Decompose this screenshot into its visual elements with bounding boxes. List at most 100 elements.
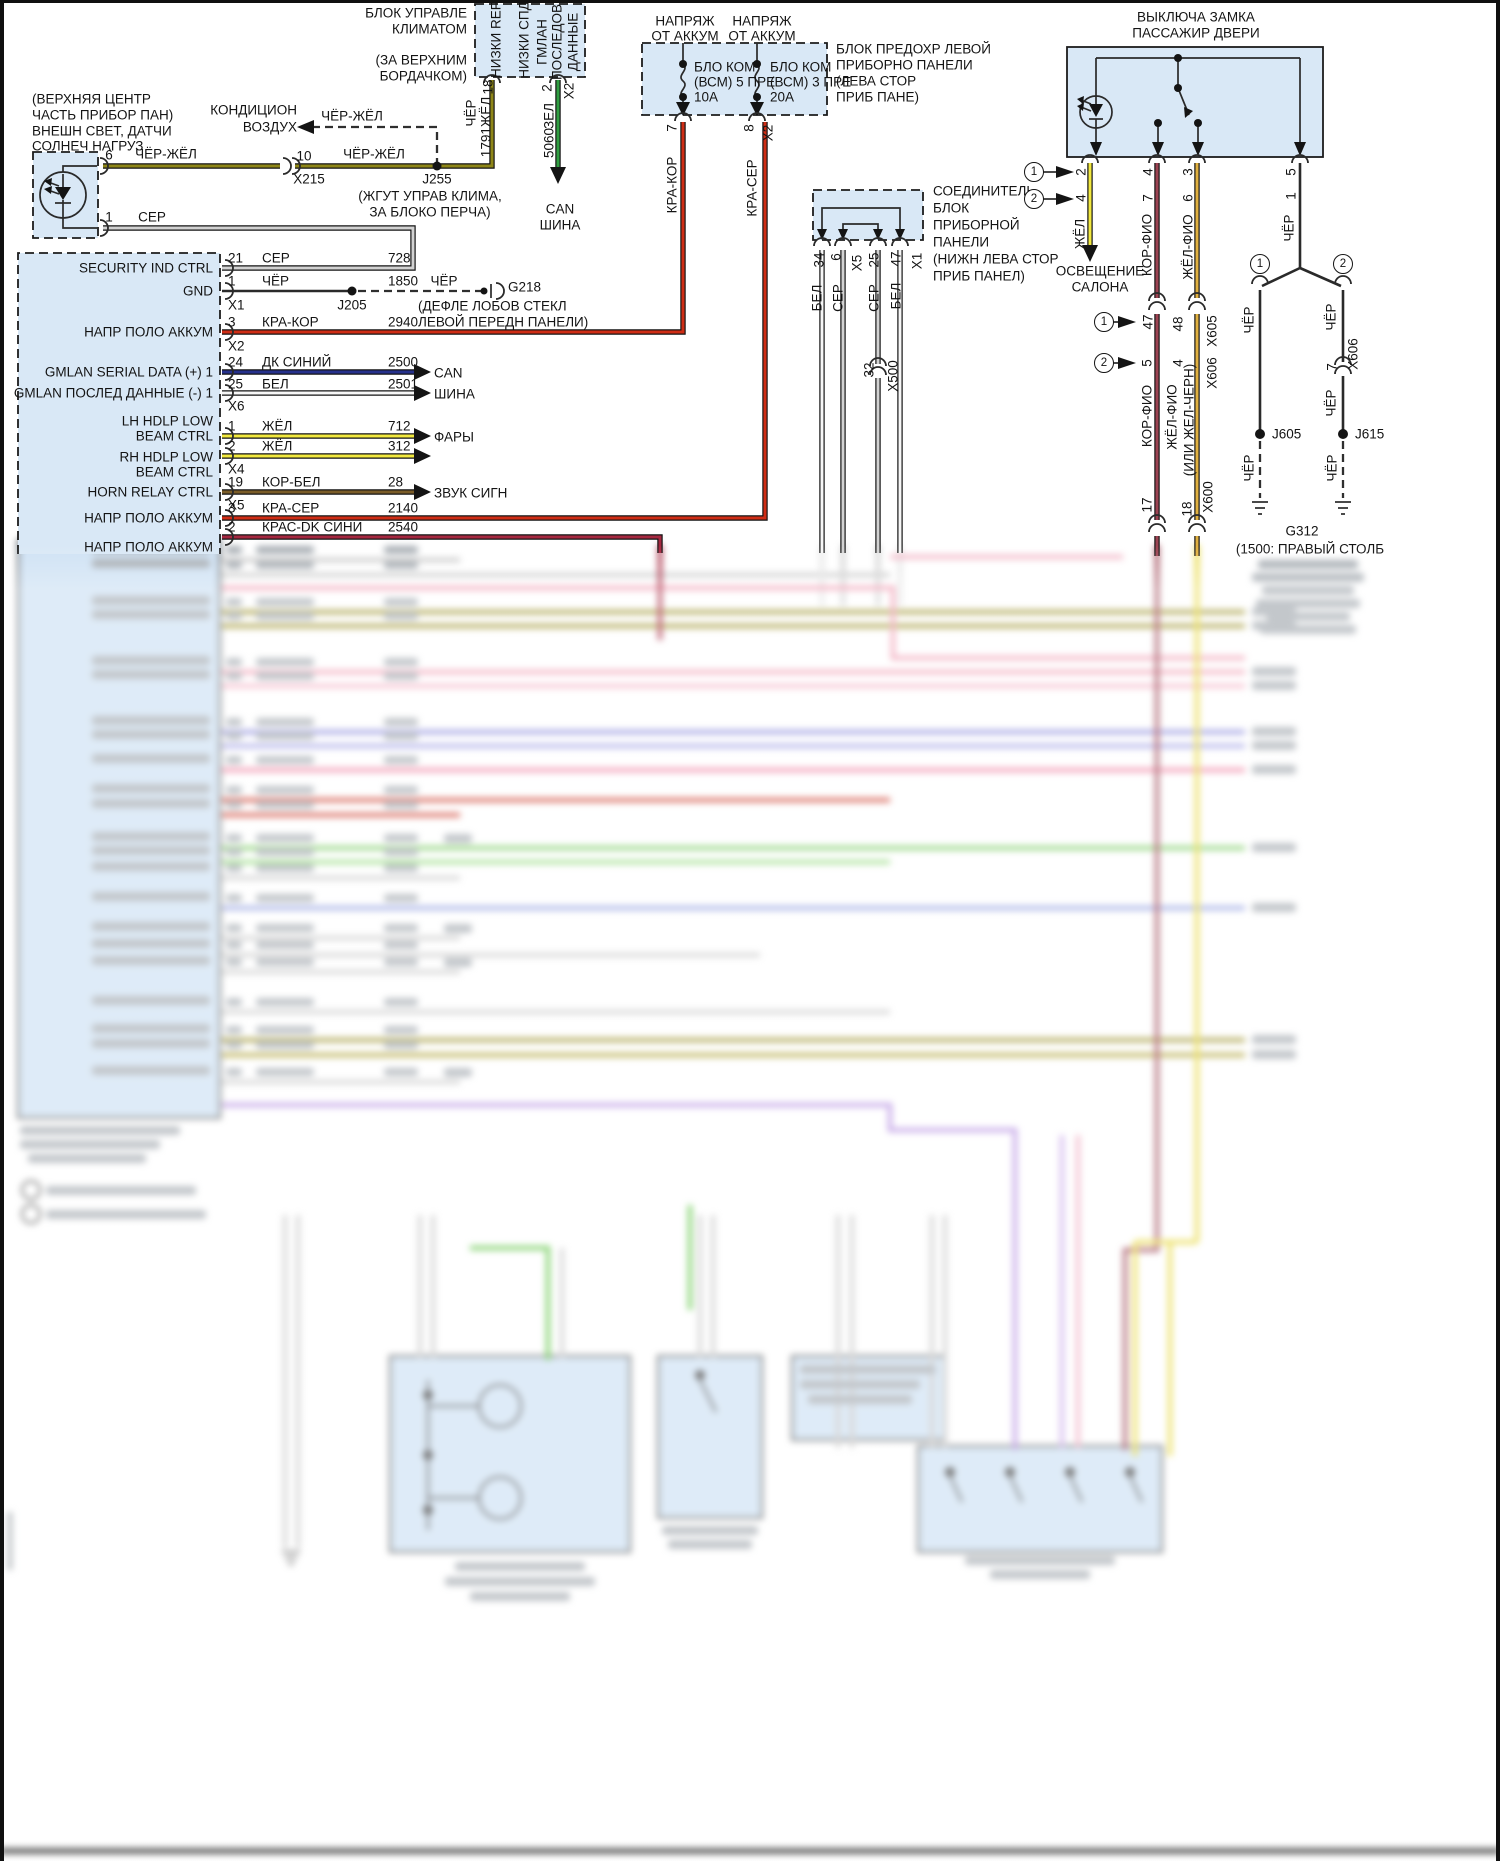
blur-label-bar [92, 892, 210, 901]
blur-text-bar [668, 1540, 752, 1549]
blur-text-bar [1252, 573, 1364, 582]
fuse-symbols [676, 43, 764, 116]
ip-wire-ser-2: СЕР [866, 284, 882, 312]
fusebox-note-1: БЛОК ПРЕДОХР ЛЕВОЙ [836, 41, 991, 57]
blur-color-bar [256, 1026, 314, 1034]
dashed-wires [312, 125, 1345, 498]
blur-color-bar [256, 1041, 314, 1049]
frame-left [0, 0, 4, 1861]
ac-arrow [297, 120, 314, 134]
splice-j615: J615 [1355, 426, 1385, 442]
connector-x606: X606 [1204, 357, 1220, 389]
x606r-pin-7: 7 [1324, 363, 1340, 371]
blur-symbol-circle [423, 1505, 433, 1515]
blur-pin-bar [226, 786, 242, 794]
blur-circuit-bar [384, 672, 418, 680]
blur-circuit-bar [384, 834, 418, 842]
wire-kor-fio-1: КОР-ФИО [1139, 213, 1155, 277]
ip-wire-bel-2: БЕЛ [888, 282, 904, 310]
batt1-color: КРА-КОР [262, 314, 319, 330]
blur-pin-bar [226, 672, 242, 680]
ip-connector-box [812, 189, 924, 241]
blur-color-bar [256, 672, 314, 680]
climate-pin-gmlan-3: ДАННЫЕ [565, 12, 581, 72]
rowgnd-color: ЧЁР [262, 273, 290, 289]
blur-pin-bar [226, 834, 242, 842]
lock-title-2: ПАССАЖИР ДВЕРИ [1132, 25, 1260, 41]
blur-symbol-circle [478, 1476, 522, 1520]
fuse1-name-1: БЛО КОМ [694, 59, 756, 75]
blur-pin-bar [226, 1068, 242, 1076]
fuse1-pin-7: 7 [664, 124, 680, 132]
sun-sensor-note-3: ВНЕШН СВЕТ, ДАТЧИ [32, 123, 172, 139]
lock-pin-1: 1 [1283, 192, 1299, 200]
wire-kor-fio-2: КОР-ФИО [1139, 384, 1155, 448]
splice-j255-dot [432, 161, 442, 171]
blur-wire-path [1129, 1475, 1143, 1503]
ac-air-label-2: ВОЗДУХ [242, 119, 297, 135]
blur-label-bar [92, 956, 210, 965]
gmlanp-circuit: 2500 [388, 354, 419, 370]
ac-branch-wire-color: ЧЁР-ЖЁЛ [321, 108, 383, 124]
blur-pin-bar [226, 718, 242, 726]
blur-text-bar [445, 1577, 595, 1586]
door-lock-switch-symbol [1077, 54, 1306, 156]
ecu-row-rh-2: BEAM CTRL [135, 464, 213, 480]
blur-symbol-circle [423, 1450, 433, 1460]
lock-wire-zhel: ЖЁЛ [1072, 218, 1088, 250]
blur-color-bar [256, 658, 314, 666]
gmlanm-color: БЕЛ [262, 376, 289, 392]
can-wire-circuit: 5060 [541, 127, 557, 159]
pin-brackets [99, 74, 1352, 546]
ecu-row-lh-2: BEAM CTRL [135, 428, 213, 444]
sun-sensor-symbol [39, 165, 97, 229]
blur-color-bar [256, 998, 314, 1006]
ip-conn-note-2: БЛОК [933, 200, 970, 216]
blur-text-bar [1266, 612, 1350, 621]
wire-zhel-fio-3: (ИЛИ ЖЕЛ-ЧЕРН) [1181, 363, 1197, 477]
fusebox-note-3: (ЛЕВА СТОР [836, 73, 917, 89]
ecu-row-security: SECURITY IND CTRL [78, 260, 213, 276]
blur-label-bar [92, 846, 210, 855]
fuse1-name-2: (ВСМ) 5 ПРЕ [694, 74, 776, 90]
rowgnd-circuit: 1850 [388, 273, 419, 289]
can-arrow-label: CAN [434, 365, 463, 381]
blur-label-bar [92, 784, 210, 793]
wire-cher-zhel [103, 80, 495, 169]
blur-circuit-bar [384, 958, 418, 966]
option-1-mid: 1 [1094, 312, 1114, 332]
blur-pin-bar [226, 598, 242, 606]
splice-j615-dot [1338, 429, 1348, 439]
g218-dot [480, 287, 488, 295]
fuse2-feed-1: НАПРЯЖ [732, 13, 792, 29]
ecu-row-gnd: GND [183, 283, 213, 299]
connector-x600: X600 [1200, 481, 1216, 513]
x606-pin-5: 5 [1139, 359, 1155, 367]
sensor-pin-1: 1 [105, 209, 113, 225]
lock-pin-7: 7 [1140, 194, 1156, 202]
blur-text-bar [444, 958, 472, 967]
g312-note-1: (1500: ПРАВЫЙ СТОЛБ [1235, 541, 1385, 557]
blur-box [657, 1355, 763, 1519]
blur-text-bar [1260, 625, 1356, 634]
branch1-cher-b: ЧЁР [1241, 454, 1257, 482]
connector-x606-right: X606 [1345, 338, 1361, 370]
connector-x605: X605 [1204, 315, 1220, 347]
can-bus-label-2: ШИНА [539, 217, 581, 233]
blur-pin-bar [226, 756, 242, 764]
lock-pin-4b: 4 [1140, 168, 1156, 176]
lock-pin-5: 5 [1283, 168, 1299, 176]
ip-conn-note-1: СОЕДИНИТЕЛЬ [933, 183, 1036, 199]
ecu-x5: X5 [228, 497, 245, 513]
blur-rightedge-bar [1252, 903, 1296, 912]
blur-pin-bar [226, 546, 242, 554]
climate-sub-2: БОРДАЧКОМ) [379, 68, 467, 84]
blur-pin-bar [226, 732, 242, 740]
blur-circuit-bar [384, 1026, 418, 1034]
ip-pin-47: 47 [888, 251, 904, 267]
blur-label-bar [92, 922, 210, 931]
fuse1-rating: 10A [694, 89, 719, 105]
x605-pin-48: 48 [1170, 316, 1186, 332]
blur-text-bar [46, 1186, 196, 1195]
blur-label-bar [92, 754, 210, 763]
